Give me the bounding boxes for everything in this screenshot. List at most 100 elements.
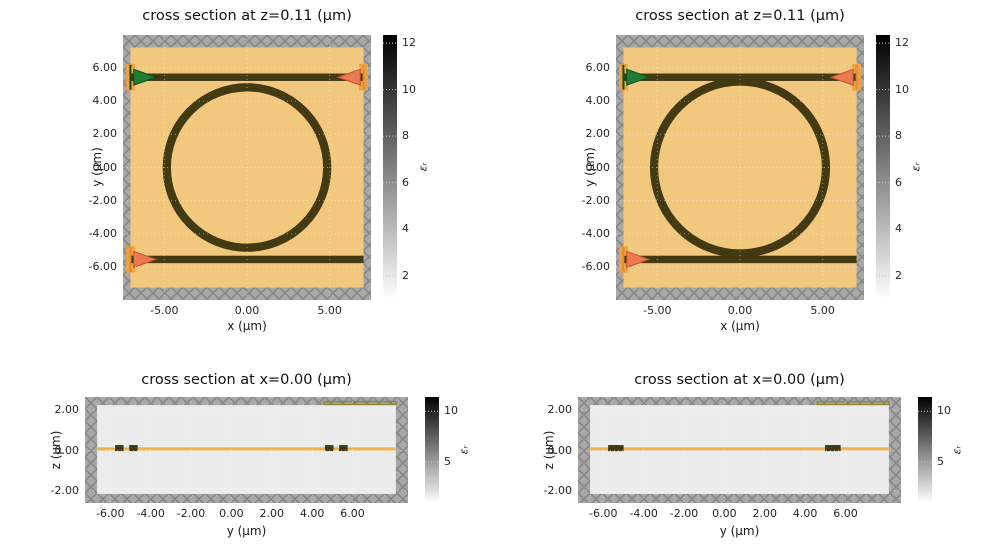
colorbar-tick-label: 2 xyxy=(402,268,409,282)
colorbar-tick-label: 5 xyxy=(444,454,451,468)
bus-waveguide xyxy=(130,255,364,264)
plot-canvas xyxy=(123,35,371,300)
y-tick-label: 4.00 xyxy=(585,94,611,108)
waveguide-cross-section xyxy=(608,445,617,452)
x-tick-label: -5.00 xyxy=(643,304,672,317)
colorbar-tick-label: 10 xyxy=(937,404,951,418)
colorbar-gradient xyxy=(383,35,397,300)
waveguide-cross-section xyxy=(115,445,124,452)
colorbar-tick-label: 10 xyxy=(402,82,416,96)
x-tick-label: -6.00 xyxy=(589,507,618,520)
subplot-yz-cross-section-left: cross section at x=0.00 (μm) y (μm) z (μ… xyxy=(0,360,471,552)
waveguide-cross-section xyxy=(339,445,348,452)
waveguide-cross-section xyxy=(129,445,138,452)
colorbar xyxy=(876,35,890,300)
colorbar-tick-label: 8 xyxy=(895,129,902,143)
slab-layer xyxy=(97,447,396,451)
colorbar-label: εᵣ xyxy=(457,445,471,455)
colorbar-tick-label: 2 xyxy=(895,268,902,282)
colorbar-label: εᵣ xyxy=(950,445,964,455)
subplot-yz-cross-section-right: cross section at x=0.00 (μm) y (μm) z (μ… xyxy=(493,360,964,552)
plot-canvas xyxy=(616,35,864,300)
ring-resonator xyxy=(162,83,332,252)
x-tick-label: 4.00 xyxy=(792,507,818,520)
substrate-region xyxy=(623,47,857,288)
y-tick-label: 2.00 xyxy=(585,127,611,141)
x-tick-label: -2.00 xyxy=(669,507,699,520)
colorbar-tick-label: 12 xyxy=(895,36,909,50)
monitor-arrow-icon xyxy=(133,250,158,269)
colorbar xyxy=(383,35,397,300)
colorbar-gradient xyxy=(918,397,932,503)
x-tick-label: 2.00 xyxy=(259,507,284,520)
colorbar-tick-label: 5 xyxy=(937,454,944,468)
subplot-xy-cross-section-right: cross section at z=0.11 (μm) x (μm) y (μ… xyxy=(493,0,963,352)
bus-waveguide xyxy=(623,255,857,264)
source-arrow-icon xyxy=(626,68,651,86)
y-tick-label: -2.00 xyxy=(50,483,79,497)
y-tick-label: 2.00 xyxy=(92,127,118,141)
slab-layer xyxy=(590,447,889,451)
x-tick-label: -2.00 xyxy=(176,507,206,520)
y-tick-label: -2.00 xyxy=(88,193,117,207)
y-tick-label: -6.00 xyxy=(581,259,610,273)
y-tick-label: 0.00 xyxy=(585,160,611,174)
y-tick-label: 0.00 xyxy=(54,443,80,457)
monitor-arrow-icon xyxy=(336,68,361,86)
x-tick-label: 6.00 xyxy=(340,507,365,520)
x-tick-label: 0.00 xyxy=(219,507,244,520)
x-tick-label: 6.00 xyxy=(833,507,858,520)
x-axis-label: y (μm) xyxy=(226,524,267,538)
x-axis-label: x (μm) xyxy=(720,319,760,333)
y-tick-label: 6.00 xyxy=(92,61,118,75)
colorbar-tick-label: 6 xyxy=(402,175,409,189)
colorbar xyxy=(425,397,439,503)
waveguide-cross-section xyxy=(615,445,624,452)
x-tick-label: -6.00 xyxy=(96,507,125,520)
x-tick-label: -4.00 xyxy=(629,507,658,520)
colorbar-tick-label: 4 xyxy=(402,222,409,236)
y-tick-label: -2.00 xyxy=(543,483,572,497)
colorbar-tick-label: 8 xyxy=(402,129,409,143)
colorbar-gradient xyxy=(425,397,439,503)
y-tick-label: -2.00 xyxy=(581,193,610,207)
monitor-arrow-icon xyxy=(626,250,651,269)
x-tick-label: 0.00 xyxy=(712,507,737,520)
plot-title: cross section at z=0.11 (μm) xyxy=(142,8,352,24)
x-tick-label: 5.00 xyxy=(810,304,835,317)
colorbar-label: εᵣ xyxy=(909,162,923,172)
y-tick-label: -6.00 xyxy=(88,259,117,273)
subplot-xy-cross-section-left: cross section at z=0.11 (μm) x (μm) y (μ… xyxy=(0,0,470,352)
x-tick-label: 0.00 xyxy=(727,304,753,317)
ring-resonator xyxy=(649,77,831,258)
source-arrow-icon xyxy=(133,68,158,86)
colorbar-tick-label: 6 xyxy=(895,175,902,189)
x-tick-label: 5.00 xyxy=(317,304,342,317)
plot-title: cross section at x=0.00 (μm) xyxy=(141,372,352,388)
y-tick-label: 4.00 xyxy=(92,94,118,108)
y-tick-label: 0.00 xyxy=(92,160,118,174)
bus-waveguide xyxy=(130,73,364,81)
plot-canvas xyxy=(578,397,901,503)
y-tick-label: 6.00 xyxy=(585,61,611,75)
y-tick-label: -4.00 xyxy=(581,226,610,240)
y-tick-label: -4.00 xyxy=(88,226,117,240)
colorbar-tick-label: 10 xyxy=(895,82,909,96)
colorbar-tick-label: 12 xyxy=(402,36,416,50)
x-tick-label: 4.00 xyxy=(299,507,325,520)
colorbar-tick-label: 10 xyxy=(444,404,458,418)
colorbar xyxy=(918,397,932,503)
plot-title: cross section at x=0.00 (μm) xyxy=(634,372,845,388)
monitor-outline xyxy=(816,400,890,406)
x-axis-label: x (μm) xyxy=(227,319,267,333)
y-tick-label: 0.00 xyxy=(547,443,573,457)
colorbar-tick-label: 4 xyxy=(895,222,902,236)
x-tick-label: 0.00 xyxy=(234,304,260,317)
colorbar-gradient xyxy=(876,35,890,300)
plot-canvas xyxy=(85,397,408,503)
monitor-outline xyxy=(323,400,397,406)
bus-waveguide xyxy=(623,73,857,81)
waveguide-cross-section xyxy=(825,445,834,452)
x-tick-label: -4.00 xyxy=(136,507,165,520)
